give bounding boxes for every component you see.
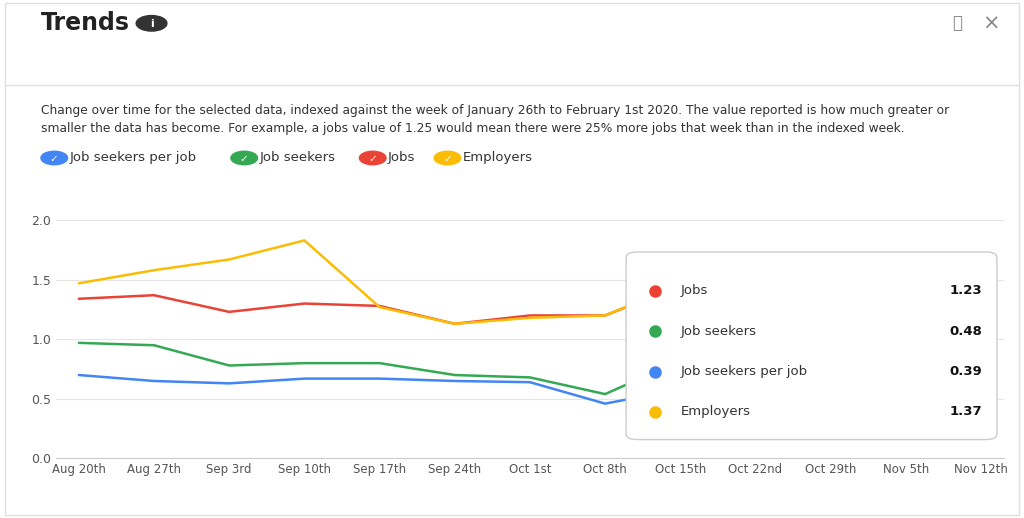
Text: ✓: ✓ (443, 154, 452, 164)
Text: ✓: ✓ (240, 154, 249, 164)
Text: 0.48: 0.48 (949, 325, 982, 338)
Text: Change over time for the selected data, indexed against the week of January 26th: Change over time for the selected data, … (41, 104, 949, 117)
Text: 1.23: 1.23 (949, 284, 982, 297)
Text: ✓: ✓ (50, 154, 58, 164)
Text: Employers: Employers (681, 406, 751, 419)
Text: Job seekers per job: Job seekers per job (70, 151, 197, 165)
Text: smaller the data has become. For example, a jobs value of 1.25 would mean there : smaller the data has become. For example… (41, 122, 904, 135)
Text: ×: × (982, 13, 1000, 33)
Text: 📷: 📷 (952, 15, 963, 32)
FancyBboxPatch shape (626, 252, 997, 440)
Text: Jobs: Jobs (681, 284, 708, 297)
Text: Job seekers: Job seekers (260, 151, 336, 165)
Text: Job seekers: Job seekers (681, 325, 757, 338)
Text: i: i (150, 19, 154, 30)
Text: Employers: Employers (463, 151, 532, 165)
Text: 1.37: 1.37 (949, 406, 982, 419)
Text: ✓: ✓ (369, 154, 377, 164)
Text: 0.39: 0.39 (949, 365, 982, 378)
Text: Jobs: Jobs (388, 151, 416, 165)
Text: Trends: Trends (41, 11, 130, 35)
Text: Job seekers per job: Job seekers per job (681, 365, 808, 378)
